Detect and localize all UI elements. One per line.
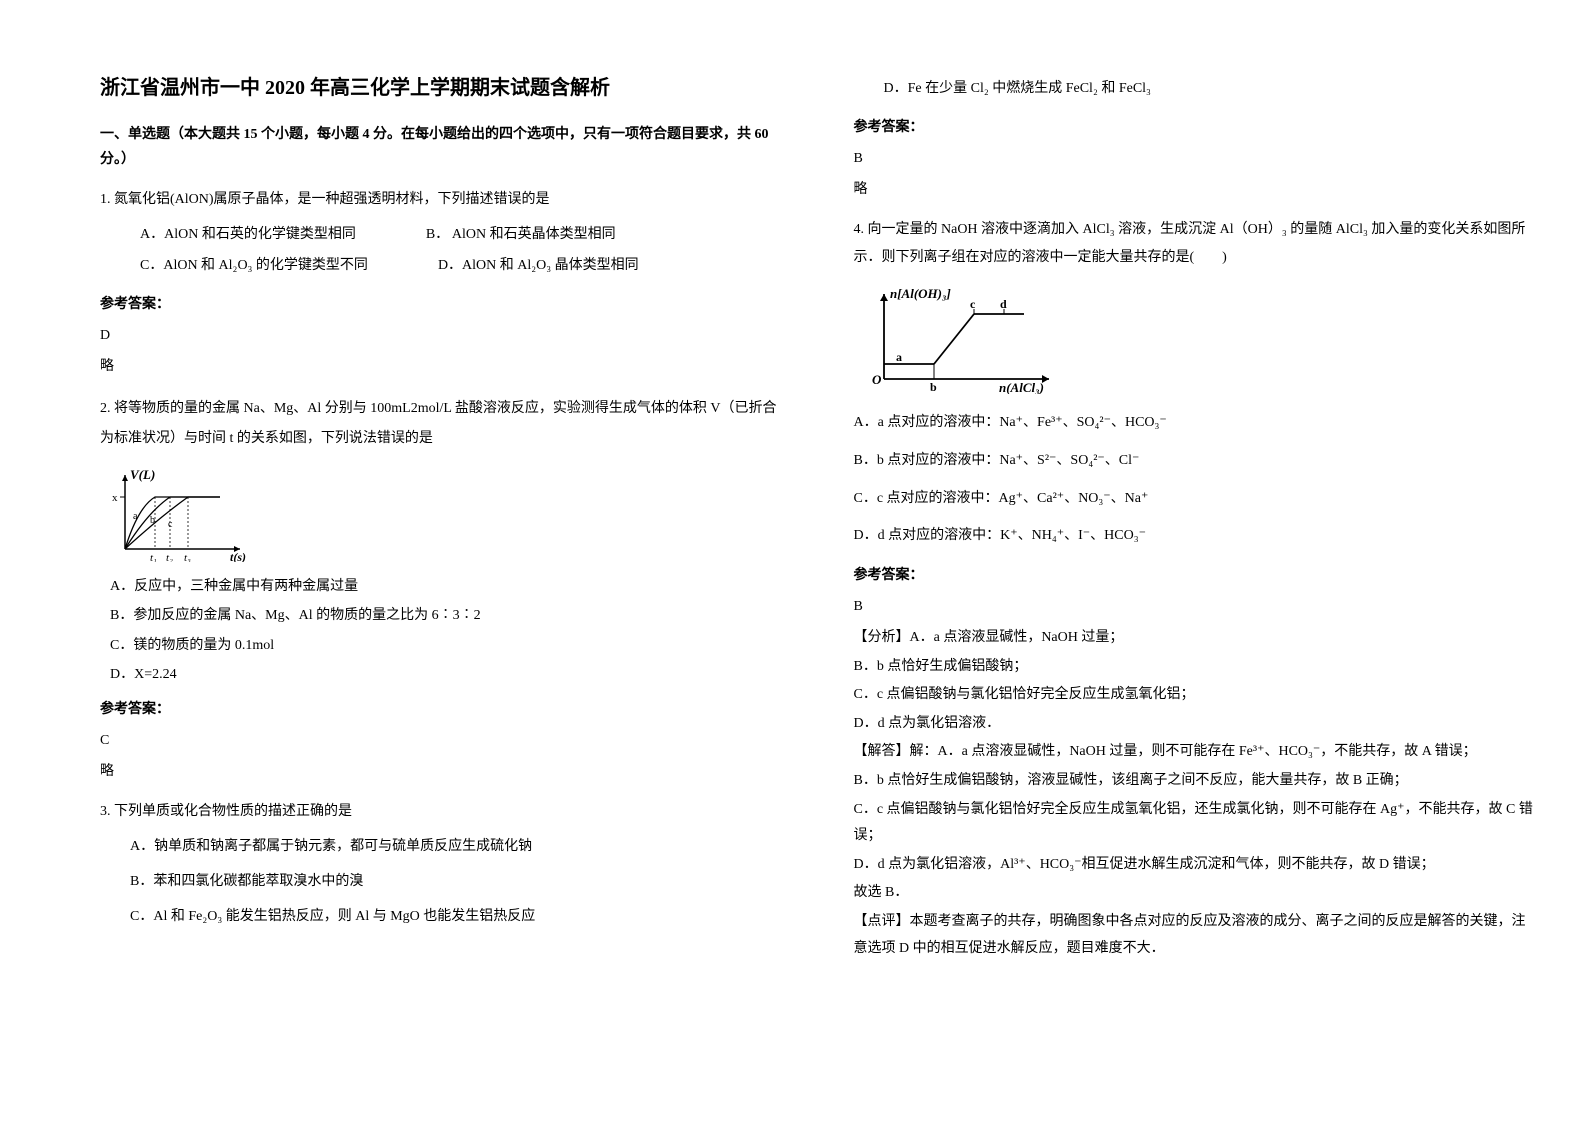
q3-opt-d: D．Fe 在少量 Cl₂ 中燃烧生成 FeCl₂ 和 FeCl₃: [884, 74, 1538, 105]
svg-text:n(AlCl₃): n(AlCl₃): [999, 380, 1044, 394]
q4-opt-c: C．c 点对应的溶液中：Ag⁺、Ca²⁺、NO₃⁻、Na⁺: [854, 482, 1538, 516]
q2-options: A．反应中，三种金属中有两种金属过量 B．参加反应的金属 Na、Mg、Al 的物…: [100, 574, 784, 687]
svg-text:t₁: t₁: [150, 552, 157, 562]
page-title: 浙江省温州市一中 2020 年高三化学上学期期末试题含解析: [100, 70, 784, 106]
q2-answer: C: [100, 728, 784, 753]
q3-opt-a: A．钠单质和钠离子都属于钠元素，都可与硫单质反应生成硫化钠: [130, 832, 784, 863]
svg-text:b: b: [930, 380, 937, 394]
q4-stem: 4. 向一定量的 NaOH 溶液中逐滴加入 AlCl₃ 溶液，生成沉淀 Al（O…: [854, 216, 1538, 272]
q1-opt-a: A．AlON 和石英的化学键类型相同: [140, 220, 356, 251]
q4-analysis: 【分析】A．a 点溶液显碱性，NaOH 过量；: [854, 625, 1538, 652]
svg-text:c: c: [970, 297, 976, 311]
svg-text:t₃: t₃: [184, 552, 191, 562]
left-column: 浙江省温州市一中 2020 年高三化学上学期期末试题含解析 一、单选题（本大题共…: [100, 70, 784, 962]
analysis-label: 【分析】: [854, 630, 910, 645]
q4-explain-1: B．b 点恰好生成偏铝酸钠，溶液显碱性，该组离子之间不反应，能大量共存，故 B …: [854, 768, 1538, 795]
q3-answer-label: 参考答案：: [854, 115, 1538, 140]
section-header: 一、单选题（本大题共 15 个小题，每小题 4 分。在每小题给出的四个选项中，只…: [100, 122, 784, 172]
svg-text:n[Al(OH)₃]: n[Al(OH)₃]: [890, 286, 951, 301]
q1-opt-c: C．AlON 和 Al₂O₃ 的化学键类型不同: [140, 251, 368, 282]
svg-text:a: a: [133, 511, 138, 522]
q1-options: A．AlON 和石英的化学键类型相同 B． AlON 和石英晶体类型相同 C．A…: [100, 220, 784, 282]
q2-opt-a: A．反应中，三种金属中有两种金属过量: [110, 574, 784, 599]
q4-explain-4: 故选 B．: [854, 880, 1538, 907]
comment-label: 【点评】: [854, 914, 910, 929]
q4-opt-b: B．b 点对应的溶液中：Na⁺、S²⁻、SO₄²⁻、Cl⁻: [854, 444, 1538, 478]
q1-answer: D: [100, 323, 784, 348]
svg-text:O: O: [872, 372, 882, 387]
q2-stem: 2. 将等物质的量的金属 Na、Mg、Al 分别与 100mL2mol/L 盐酸…: [100, 394, 784, 456]
q1-brief: 略: [100, 354, 784, 379]
svg-text:x: x: [112, 492, 118, 504]
explain-label: 【解答】: [854, 744, 910, 759]
q3-opt-b: B．苯和四氯化碳都能萃取溴水中的溴: [130, 867, 784, 898]
q1-stem: 1. 氮氧化铝(AlON)属原子晶体，是一种超强透明材料，下列描述错误的是: [100, 186, 784, 214]
q2-brief: 略: [100, 759, 784, 784]
q4-opt-d: D．d 点对应的溶液中：K⁺、NH₄⁺、I⁻、HCO₃⁻: [854, 519, 1538, 553]
q1-opt-d: D．AlON 和 Al₂O₃ 晶体类型相同: [438, 251, 639, 282]
q4-analysis-0: A．a 点溶液显碱性，NaOH 过量；: [910, 630, 1124, 645]
q2-opt-d: D．X=2.24: [110, 662, 784, 687]
q4-comment-text: 本题考查离子的共存，明确图象中各点对应的反应及溶液的成分、离子之间的反应是解答的…: [854, 914, 1526, 956]
q4-explain-0: 解：A．a 点溶液显碱性，NaOH 过量，则不可能存在 Fe³⁺、HCO₃⁻，不…: [910, 744, 1477, 759]
q3-brief: 略: [854, 177, 1538, 202]
svg-text:c: c: [168, 519, 173, 530]
svg-text:a: a: [896, 350, 902, 364]
q4-explain-2: C．c 点偏铝酸钠与氯化铝恰好完全反应生成氢氧化铝，还生成氯化钠，则不可能存在 …: [854, 797, 1538, 850]
q4-answer-label: 参考答案：: [854, 563, 1538, 588]
q4-analysis-2: C．c 点偏铝酸钠与氯化铝恰好完全反应生成氢氧化铝；: [854, 682, 1538, 709]
q2-answer-label: 参考答案：: [100, 697, 784, 722]
q4-analysis-1: B．b 点恰好生成偏铝酸钠；: [854, 654, 1538, 681]
q4-analysis-3: D．d 点为氯化铝溶液．: [854, 711, 1538, 738]
q2-opt-c: C．镁的物质的量为 0.1mol: [110, 633, 784, 658]
svg-text:V(L): V(L): [130, 467, 155, 482]
q1-answer-label: 参考答案：: [100, 292, 784, 317]
q2-graph: V(L) t(s) x a b c t₁ t₂ t₃: [110, 467, 784, 562]
q3-stem: 3. 下列单质或化合物性质的描述正确的是: [100, 798, 784, 826]
q4-explain-3: D．d 点为氯化铝溶液，Al³⁺、HCO₃⁻相互促进水解生成沉淀和气体，则不能共…: [854, 852, 1538, 879]
q4-answer: B: [854, 594, 1538, 619]
q4-graph: n[Al(OH)₃] n(AlCl₃) a b c d O: [864, 284, 1538, 394]
svg-text:b: b: [150, 515, 155, 526]
q3-opt-c: C．Al 和 Fe₂O₃ 能发生铝热反应，则 Al 与 MgO 也能发生铝热反应: [130, 902, 784, 933]
svg-text:t(s): t(s): [230, 550, 246, 562]
q3-answer: B: [854, 146, 1538, 171]
q3-options: A．钠单质和钠离子都属于钠元素，都可与硫单质反应生成硫化钠 B．苯和四氯化碳都能…: [100, 832, 784, 932]
q4-explain: 【解答】解：A．a 点溶液显碱性，NaOH 过量，则不可能存在 Fe³⁺、HCO…: [854, 739, 1538, 766]
q2-opt-b: B．参加反应的金属 Na、Mg、Al 的物质的量之比为 6∶3∶2: [110, 603, 784, 628]
q4-opt-a: A．a 点对应的溶液中：Na⁺、Fe³⁺、SO₄²⁻、HCO₃⁻: [854, 406, 1538, 440]
q3-options-cont: D．Fe 在少量 Cl₂ 中燃烧生成 FeCl₂ 和 FeCl₃: [854, 74, 1538, 105]
svg-text:t₂: t₂: [166, 552, 173, 562]
q4-options: A．a 点对应的溶液中：Na⁺、Fe³⁺、SO₄²⁻、HCO₃⁻ B．b 点对应…: [854, 406, 1538, 552]
right-column: D．Fe 在少量 Cl₂ 中燃烧生成 FeCl₂ 和 FeCl₃ 参考答案： B…: [854, 70, 1538, 962]
q1-opt-b: B． AlON 和石英晶体类型相同: [426, 220, 616, 251]
svg-text:d: d: [1000, 297, 1007, 311]
q4-comment: 【点评】本题考查离子的共存，明确图象中各点对应的反应及溶液的成分、离子之间的反应…: [854, 909, 1538, 962]
